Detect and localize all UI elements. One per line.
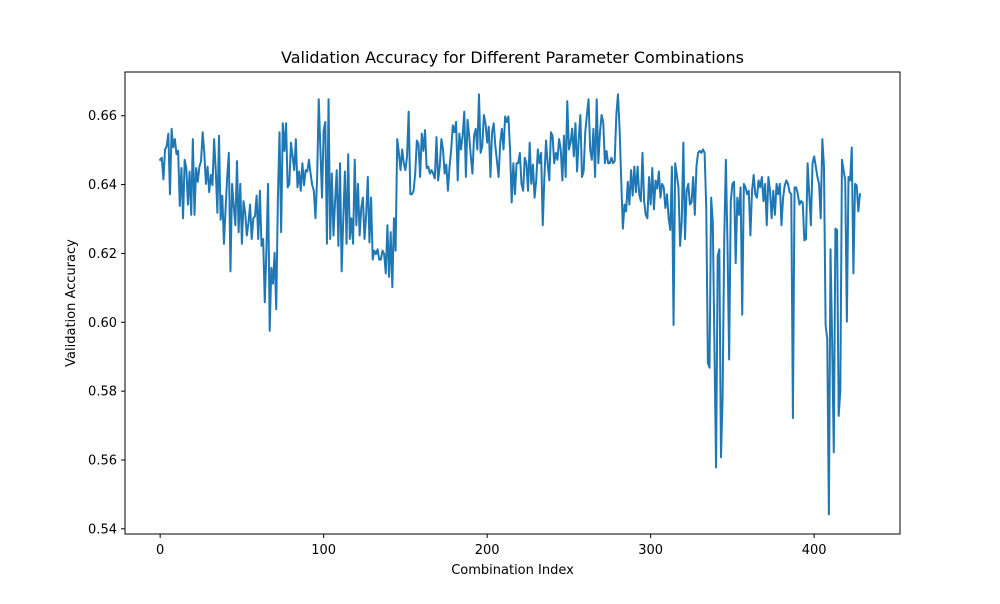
y-tick-label: 0.62 — [88, 247, 117, 262]
x-axis-label: Combination Index — [451, 563, 574, 578]
y-tick-label: 0.54 — [88, 522, 117, 537]
chart-title: Validation Accuracy for Different Parame… — [281, 48, 744, 67]
x-tick-label: 0 — [156, 543, 164, 558]
y-tick-label: 0.64 — [88, 178, 117, 193]
plot-frame — [124, 71, 901, 535]
series-layer — [158, 93, 862, 516]
y-tick-label: 0.60 — [88, 316, 117, 331]
x-tick-label: 400 — [802, 543, 827, 558]
x-tick-label: 200 — [475, 543, 500, 558]
y-axis-label: Validation Accuracy — [64, 239, 79, 367]
plot-area — [125, 72, 900, 534]
y-tick-label: 0.66 — [88, 109, 117, 124]
x-tick-label: 300 — [638, 543, 663, 558]
series-line-0 — [158, 93, 862, 516]
y-tick-label: 0.58 — [88, 385, 117, 400]
x-axis: 0 100 200 300 400 — [156, 534, 827, 558]
y-axis: 0.54 0.56 0.58 0.60 0.62 0.64 0.66 — [88, 109, 125, 537]
x-tick-label: 100 — [311, 543, 336, 558]
y-tick-label: 0.56 — [88, 453, 117, 468]
